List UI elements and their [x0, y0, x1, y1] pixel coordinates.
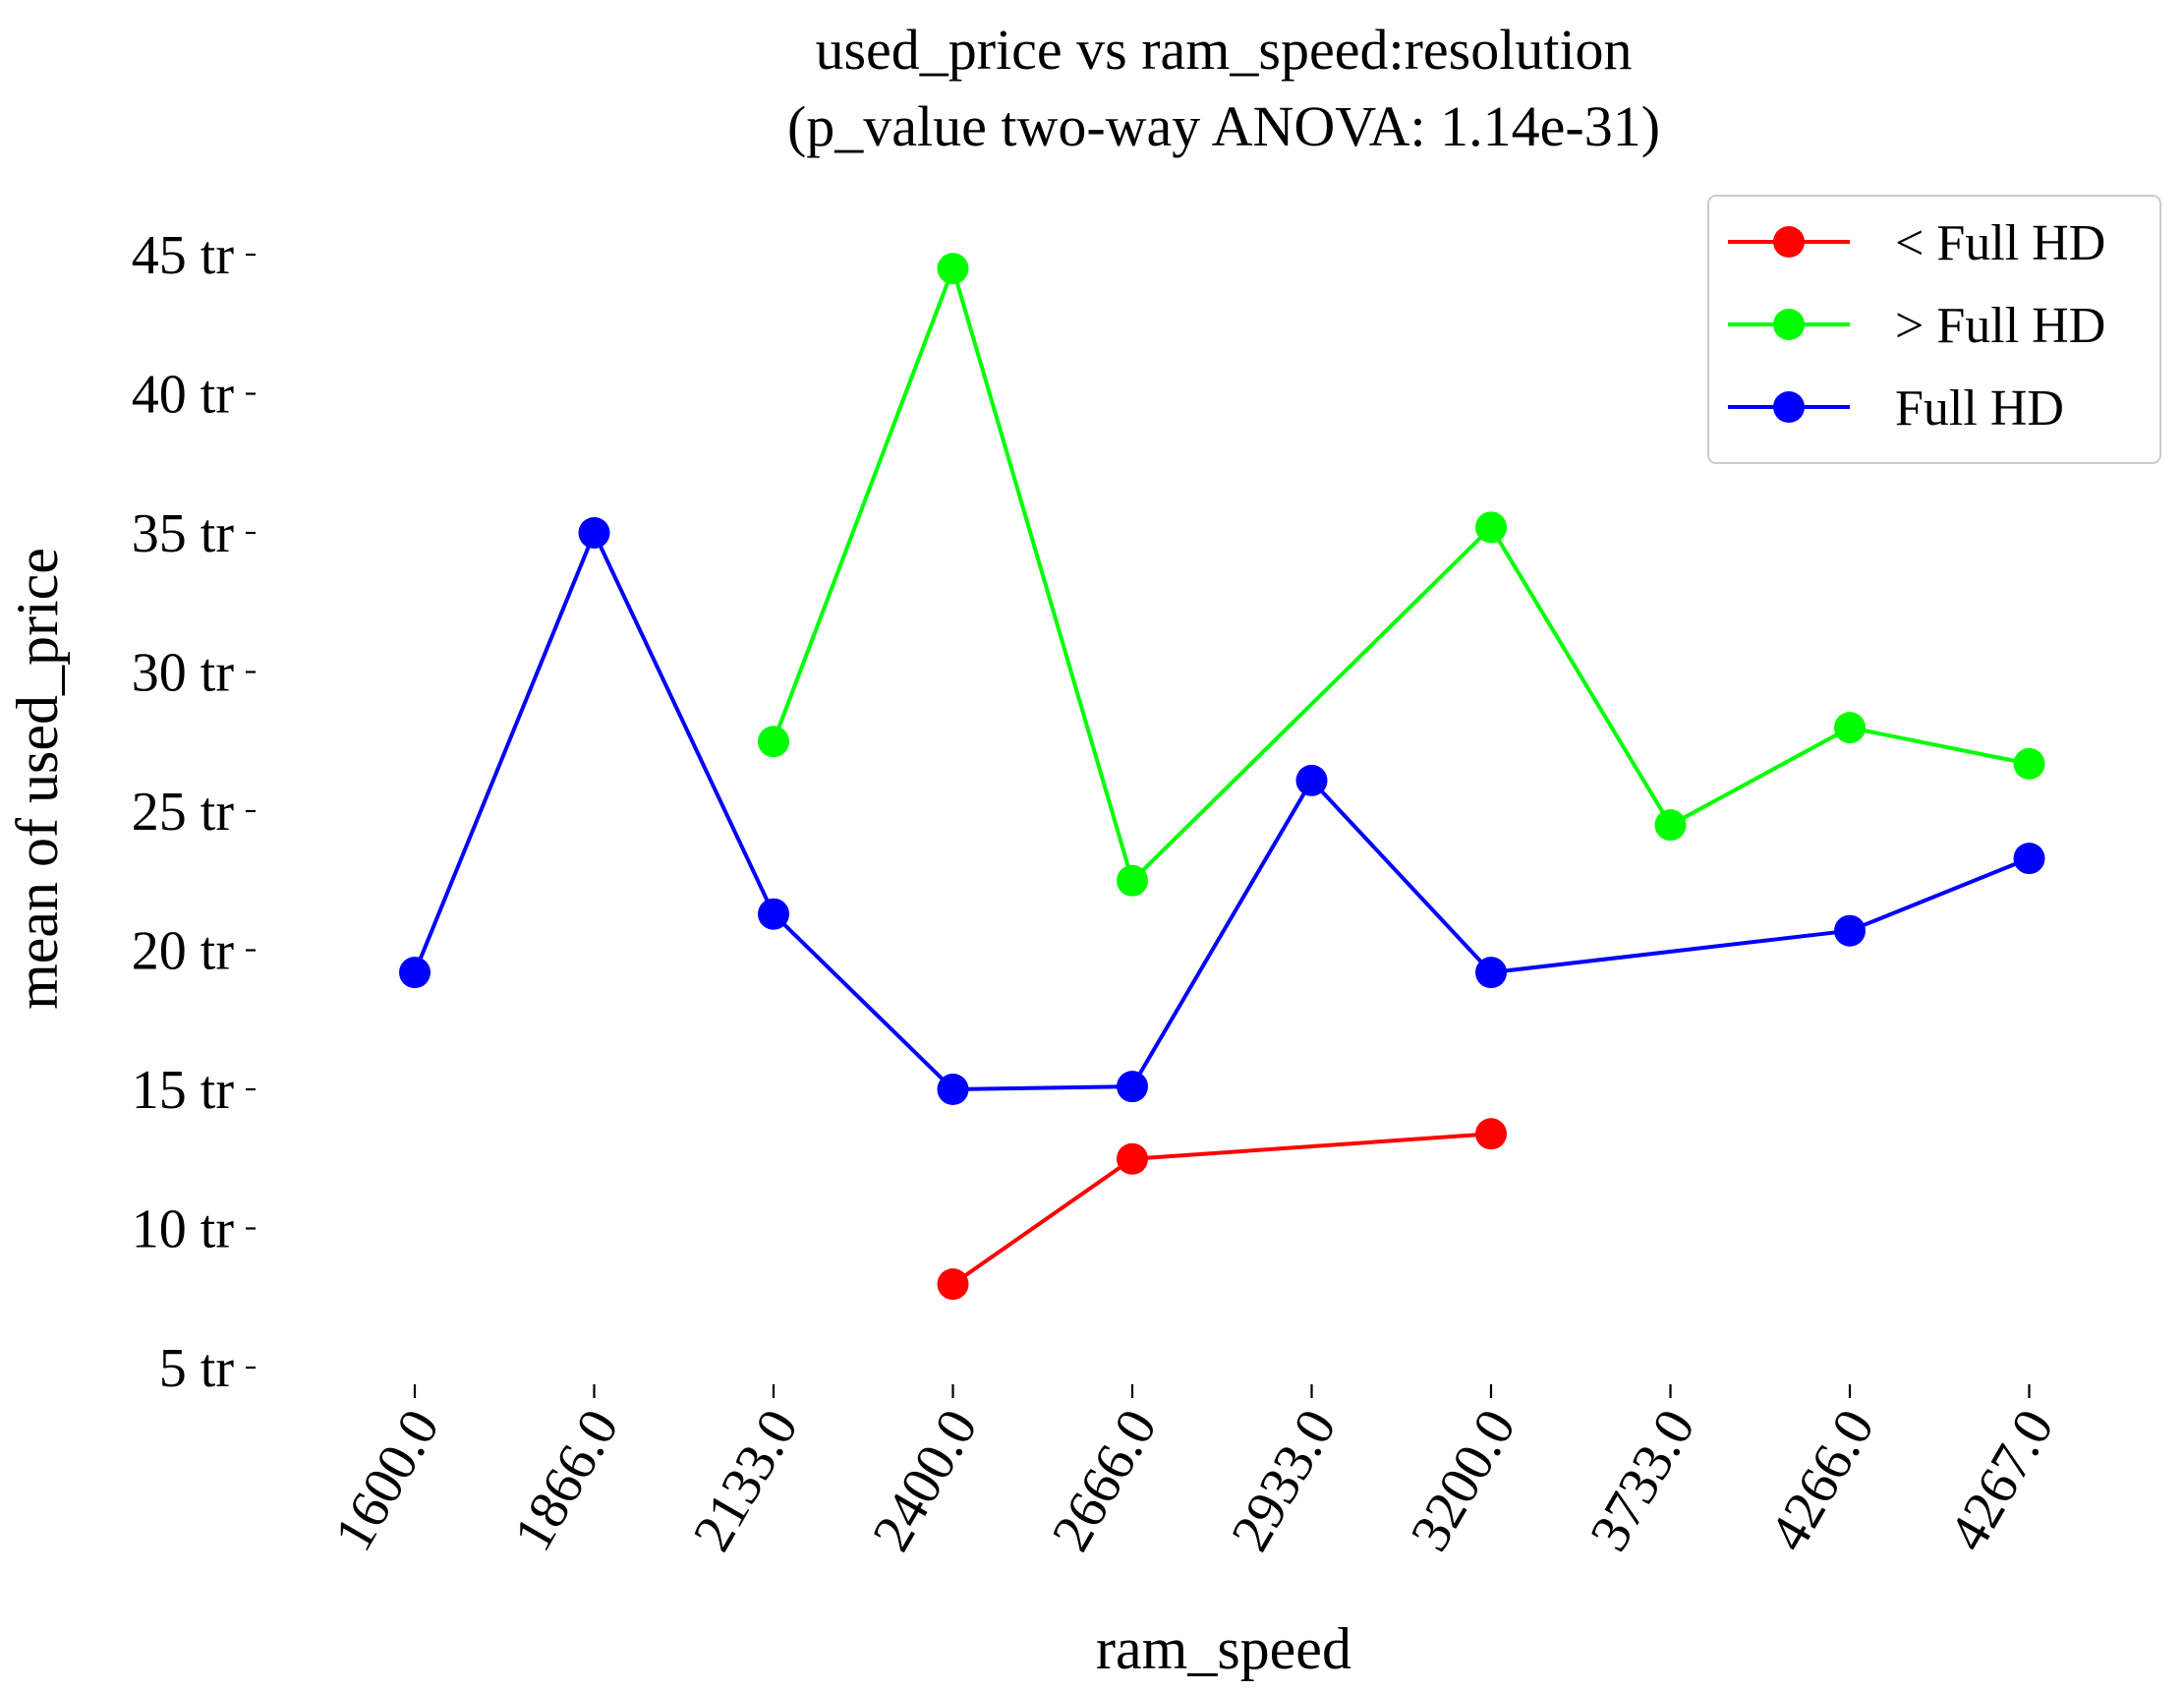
data-point [1475, 1118, 1507, 1150]
y-tick-label: 20 tr [132, 921, 235, 982]
y-tick-label: 40 tr [132, 365, 235, 426]
x-tick-label: 4266.0 [1758, 1400, 1887, 1561]
data-point [1475, 511, 1507, 544]
data-point [1834, 914, 1866, 947]
y-axis: 5 tr 10 tr 15 tr 20 tr 25 tr 30 tr 35 tr 40 tr 4… [132, 225, 256, 1399]
chart-title-line-2: (p_value two-way ANOVA: 1.14e-31) [787, 94, 1660, 158]
data-point [1117, 1142, 1148, 1175]
x-tick-label: 3733.0 [1579, 1400, 1707, 1561]
legend-label: < Full HD [1895, 215, 2105, 271]
data-point [1117, 1071, 1148, 1103]
series-0 [937, 1118, 1507, 1301]
x-axis: 1600.0 1866.0 2133.0 2400.0 2666.0 2933.0 3200… [323, 1384, 2066, 1561]
data-point [1475, 957, 1507, 989]
x-tick-label: 2666.0 [1041, 1400, 1170, 1561]
data-point [758, 726, 789, 758]
x-tick-label: 4267.0 [1937, 1400, 2066, 1561]
x-tick-label: 2400.0 [861, 1400, 990, 1561]
legend-marker [1773, 391, 1805, 423]
data-point [578, 517, 610, 549]
x-tick-label: 1600.0 [323, 1400, 452, 1561]
x-tick-label: 3200.0 [1400, 1400, 1528, 1561]
y-tick-label: 35 tr [132, 503, 235, 564]
data-point [1117, 864, 1148, 897]
legend-marker [1773, 226, 1805, 258]
y-tick-label: 15 tr [132, 1060, 235, 1121]
data-point [758, 898, 789, 930]
legend-label: > Full HD [1895, 298, 2105, 354]
data-point [399, 957, 431, 989]
series-1 [758, 253, 2045, 897]
y-tick-label: 5 tr [159, 1338, 235, 1399]
legend-box [1707, 195, 2161, 464]
x-tick-label: 2133.0 [682, 1400, 811, 1561]
series-line [413, 531, 2031, 1091]
data-point [1834, 712, 1866, 744]
data-point [937, 1268, 969, 1301]
data-point [937, 253, 969, 285]
x-tick-label: 2933.0 [1220, 1400, 1349, 1561]
y-tick-label: 30 tr [132, 643, 235, 704]
y-tick-label: 10 tr [132, 1199, 235, 1260]
y-axis-label: mean of used_price [5, 548, 70, 1010]
legend-marker [1773, 309, 1805, 340]
legend: < Full HD > Full HD Full HD [1707, 195, 2161, 464]
chart-title-line-1: used_price vs ram_speed:resolution [815, 18, 1632, 82]
y-tick-label: 45 tr [132, 225, 235, 286]
data-point [1654, 809, 1687, 842]
legend-label: Full HD [1895, 380, 2064, 437]
series-2 [399, 517, 2045, 1105]
series-line [951, 1132, 1492, 1286]
data-point [2013, 747, 2045, 780]
data-point [937, 1074, 969, 1105]
series-layer [399, 253, 2045, 1301]
y-tick-label: 25 tr [132, 782, 235, 843]
data-point [2013, 843, 2045, 875]
x-tick-label: 1866.0 [502, 1400, 631, 1561]
x-axis-label: ram_speed [1096, 1616, 1351, 1681]
data-point [1295, 764, 1328, 796]
